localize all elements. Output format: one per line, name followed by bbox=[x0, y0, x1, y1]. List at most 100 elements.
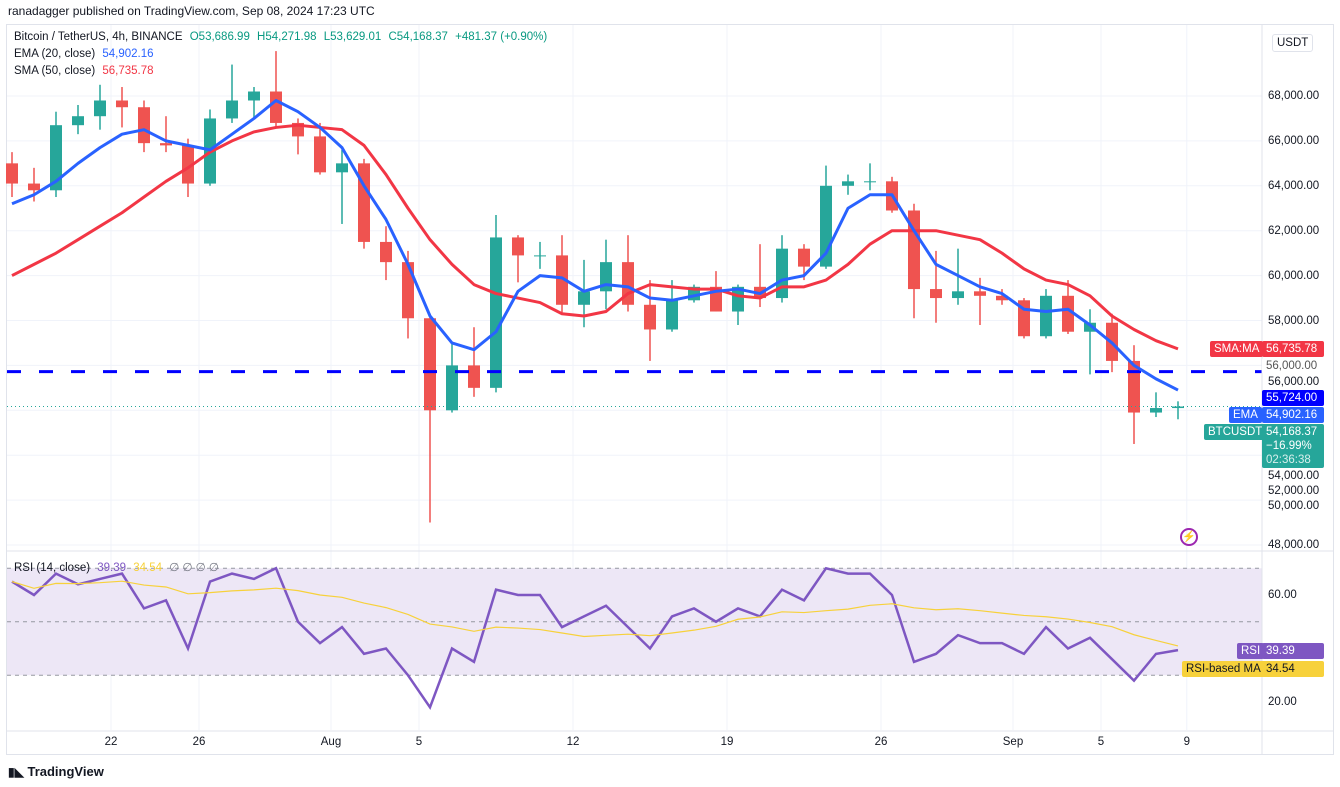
published-by-text: ranadagger published on TradingView.com,… bbox=[8, 4, 375, 18]
sma-price-tag: 56,735.78 bbox=[1262, 340, 1324, 357]
price-tick-label: 62,000.00 bbox=[1268, 224, 1320, 237]
symbol-title: Bitcoin / TetherUS, 4h, BINANCE bbox=[14, 31, 183, 43]
ema-value: 54,902.16 bbox=[102, 48, 154, 60]
ema-legend[interactable]: EMA (20, close) 54,902.16 bbox=[14, 48, 154, 60]
candle-body bbox=[1040, 295, 1052, 337]
ema-line bbox=[11, 98, 1179, 392]
time-tick-label: 26 bbox=[193, 736, 206, 748]
rsi-ma-price-tag: 34.54 bbox=[1262, 661, 1324, 677]
last-change: −16.99% bbox=[1266, 439, 1312, 452]
currency-button[interactable]: USDT bbox=[1272, 34, 1314, 52]
price-tick-label: 52,000.00 bbox=[1268, 484, 1320, 497]
tradingview-logo-text: TradingView bbox=[27, 764, 104, 779]
candle-body bbox=[798, 248, 810, 267]
candle-body bbox=[336, 163, 348, 173]
rsi-value: 39.39 bbox=[97, 562, 127, 574]
candle-body bbox=[160, 143, 172, 146]
candle-body bbox=[996, 295, 1008, 301]
hidden-price-tag: 56,000.00 bbox=[1262, 357, 1324, 374]
time-tick-label: 26 bbox=[875, 736, 888, 748]
candle-body bbox=[468, 365, 480, 388]
candle-body bbox=[446, 365, 458, 411]
candle-body bbox=[424, 318, 436, 411]
price-tick-label: 68,000.00 bbox=[1268, 90, 1320, 102]
candle-body bbox=[94, 100, 106, 117]
time-tick-label: 9 bbox=[1184, 736, 1190, 748]
ema-price-tag: 54,902.16 bbox=[1262, 406, 1324, 423]
time-tick-label: 19 bbox=[721, 736, 734, 748]
time-tick-label: 5 bbox=[416, 736, 422, 748]
time-tick-label: 12 bbox=[567, 736, 580, 748]
candle-body bbox=[116, 100, 128, 108]
candle-body bbox=[732, 286, 744, 312]
sma-legend[interactable]: SMA (50, close) 56,735.78 bbox=[14, 65, 154, 77]
candle-body bbox=[1172, 406, 1184, 409]
bar-countdown: 02:36:38 bbox=[1266, 453, 1311, 466]
symbol-tag-name: BTCUSDT bbox=[1204, 423, 1267, 440]
time-tick-label: Aug bbox=[321, 736, 341, 748]
rsi-tick-label: 60.00 bbox=[1268, 589, 1297, 601]
last-price: 54,168.37 bbox=[1266, 425, 1318, 438]
sma-value: 56,735.78 bbox=[102, 65, 154, 77]
candle-body bbox=[138, 107, 150, 144]
candle-body bbox=[50, 125, 62, 191]
tradingview-logo[interactable]: ▮◣ TradingView bbox=[8, 764, 104, 779]
candle-body bbox=[314, 136, 326, 173]
rsi-label: RSI (14, close) bbox=[14, 562, 91, 574]
candle-body bbox=[578, 291, 590, 305]
tradingview-logo-icon: ▮◣ bbox=[8, 765, 24, 779]
last-price-tag: 54,168.37 −16.99% 02:36:38 bbox=[1262, 423, 1324, 468]
rsi-ma-tag-name: RSI-based MA bbox=[1182, 661, 1265, 677]
time-tick-label: 22 bbox=[105, 736, 118, 748]
indicator-lines bbox=[7, 98, 1262, 711]
symbol-legend[interactable]: Bitcoin / TetherUS, 4h, BINANCE O53,686.… bbox=[14, 31, 547, 43]
lightning-icon[interactable]: ⚡ bbox=[1180, 528, 1198, 546]
candle-body bbox=[666, 300, 678, 330]
ema-label: EMA (20, close) bbox=[14, 48, 96, 60]
candle-body bbox=[512, 237, 524, 256]
candle-body bbox=[380, 241, 392, 263]
sma-tag-name: SMA:MA bbox=[1210, 340, 1264, 357]
candle-body bbox=[226, 100, 238, 119]
candle-body bbox=[842, 181, 854, 186]
low-value: L53,629.01 bbox=[323, 31, 382, 43]
candle-body bbox=[28, 183, 40, 191]
rsi-tag-name: RSI bbox=[1237, 643, 1265, 659]
sma-label: SMA (50, close) bbox=[14, 65, 96, 77]
candle-body bbox=[358, 163, 370, 242]
open-value: O53,686.99 bbox=[189, 31, 250, 43]
rsi-ma-value: 34.54 bbox=[133, 562, 163, 574]
rsi-legend[interactable]: RSI (14, close) 39.39 34.54 ∅ ∅ ∅ ∅ bbox=[14, 560, 219, 574]
time-tick-label: 5 bbox=[1098, 736, 1104, 748]
candle-body bbox=[952, 291, 964, 299]
rsi-ma-line bbox=[11, 580, 1179, 647]
price-tick-label: 60,000.00 bbox=[1268, 269, 1320, 282]
candle-body bbox=[248, 91, 260, 101]
rsi-tick-label: 20.00 bbox=[1268, 696, 1297, 708]
candle-body bbox=[1084, 322, 1096, 332]
candle-body bbox=[864, 181, 876, 183]
sma-line bbox=[11, 123, 1179, 351]
price-tick-label: 54,000.00 bbox=[1268, 469, 1320, 482]
candle-body bbox=[534, 255, 546, 257]
candle-body bbox=[556, 255, 568, 305]
candle-body bbox=[72, 116, 84, 126]
hline-price-tag[interactable]: 55,724.00 bbox=[1262, 389, 1324, 406]
change-value: +481.37 (+0.90%) bbox=[455, 31, 548, 43]
price-tick-label: 66,000.00 bbox=[1268, 134, 1320, 147]
candle-body bbox=[490, 237, 502, 388]
price-tick-label: 58,000.00 bbox=[1268, 314, 1320, 327]
price-tick-label: 56,000.00 bbox=[1268, 375, 1320, 388]
candle-body bbox=[270, 91, 282, 123]
candle-body bbox=[1150, 408, 1162, 413]
candle-body bbox=[930, 289, 942, 299]
candle-body bbox=[644, 304, 656, 330]
rsi-extra-values: ∅ ∅ ∅ ∅ bbox=[169, 562, 219, 574]
high-value: H54,271.98 bbox=[257, 31, 317, 43]
price-tick-label: 48,000.00 bbox=[1268, 539, 1320, 551]
candle-body bbox=[402, 262, 414, 319]
axes: 22 26 Aug 5 12 19 26 Sep 5 9 bbox=[7, 25, 1333, 755]
candle-body bbox=[974, 291, 986, 296]
